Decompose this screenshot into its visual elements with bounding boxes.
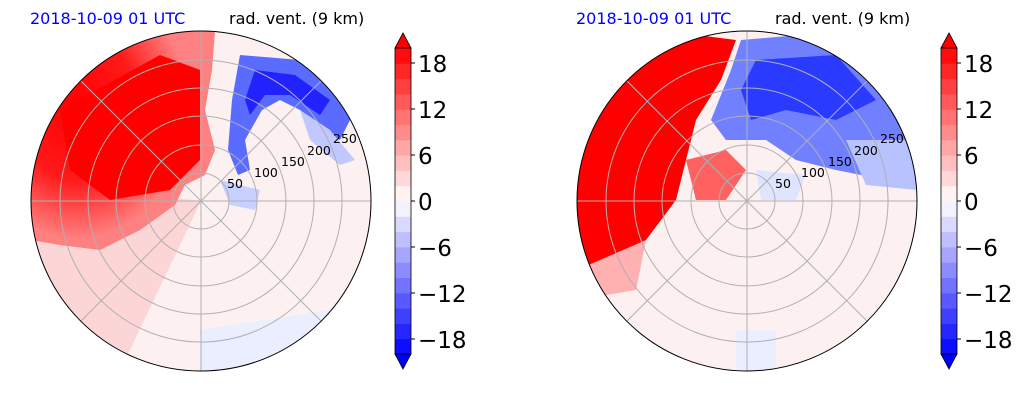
colorbar-level	[395, 139, 411, 156]
colorbar-level	[395, 262, 411, 278]
colorbar-level	[395, 170, 411, 187]
polar-grid	[577, 31, 917, 371]
colorbar-level	[941, 292, 957, 309]
chart-title-date: 2018-10-09 01 UTC	[30, 9, 186, 28]
colorbar-level	[941, 185, 957, 202]
chart-title-date: 2018-10-09 01 UTC	[576, 9, 732, 28]
radial-tick-label: 150	[828, 154, 852, 169]
colorbar-level	[395, 78, 411, 95]
colorbar-level	[395, 185, 411, 202]
polar-frame	[30, 30, 372, 372]
colorbar: 18 12 6 0 −6 −12 −18	[940, 32, 1013, 370]
colorbar-level	[941, 124, 957, 141]
colorbar-tick-label: 18	[964, 52, 993, 78]
colorbar-level	[941, 262, 957, 278]
colorbar-level	[395, 231, 411, 248]
colorbar-level	[941, 201, 957, 217]
colorbar-level	[941, 216, 957, 233]
chart-title-variable: rad. vent. (9 km)	[775, 9, 911, 28]
colorbar-level	[395, 109, 411, 125]
radial-tick-label: 100	[254, 165, 278, 180]
colorbar-tick-label: 12	[964, 98, 993, 124]
polar-grid	[31, 31, 371, 371]
colorbar-tick-label: 18	[418, 52, 447, 78]
colorbar-tick-label: −12	[418, 282, 467, 308]
colorbar-level	[395, 124, 411, 141]
colorbar-level	[941, 109, 957, 125]
colorbar-level	[941, 93, 957, 110]
colorbar-level	[395, 93, 411, 110]
colorbar-level	[941, 308, 957, 324]
colorbar-level	[395, 277, 411, 294]
colorbar-tick-label: −18	[418, 328, 467, 354]
colorbar-tick-label: −6	[964, 236, 998, 262]
colorbar-tick-label: −18	[964, 328, 1013, 354]
radial-tick-label: 250	[333, 131, 357, 146]
colorbar-tick-label: −12	[964, 282, 1013, 308]
colorbar-level	[941, 323, 957, 340]
chart-panel-left: 2018-10-09 01 UTC rad. vent. (9 km)	[30, 9, 467, 372]
radial-tick-label: 50	[775, 176, 791, 191]
colorbar-level	[941, 63, 957, 80]
colorbar-level	[395, 48, 411, 64]
colorbar-level	[395, 216, 411, 233]
colorbar-level	[395, 323, 411, 340]
colorbar-levels	[941, 48, 957, 355]
colorbar: 18 12 6 0 −6 −12 −18	[394, 32, 467, 370]
colorbar-level	[941, 78, 957, 95]
colorbar-level	[395, 63, 411, 80]
colorbar-level	[395, 338, 411, 355]
polar-plot-right: 50 100 150 200 250 18 12 6 0	[576, 30, 1013, 372]
colorbar-tick-label: 0	[418, 190, 433, 216]
colorbar-levels	[395, 48, 411, 355]
colorbar-level	[395, 201, 411, 217]
chart-title-variable: rad. vent. (9 km)	[229, 9, 365, 28]
colorbar-level	[395, 155, 411, 171]
chart-panel-right: 2018-10-09 01 UTC rad. vent. (9 km)	[546, 0, 1028, 401]
colorbar-tick-label: 12	[418, 98, 447, 124]
radial-tick-labels: 50 100 150 200 250	[775, 131, 904, 191]
colorbar-level	[941, 277, 957, 294]
colorbar-level	[395, 308, 411, 324]
radial-tick-label: 200	[307, 143, 331, 158]
radial-tick-labels: 50 100 150 200 250	[227, 131, 357, 191]
colorbar-level	[941, 139, 957, 156]
colorbar-level	[941, 170, 957, 187]
colorbar-level	[941, 338, 957, 355]
colorbar-level	[395, 292, 411, 309]
radial-tick-label: 50	[227, 176, 243, 191]
colorbar-level	[395, 246, 411, 263]
colorbar-tick-label: 6	[418, 144, 433, 170]
colorbar-level	[941, 155, 957, 171]
polar-frame	[576, 30, 918, 372]
radial-tick-label: 250	[880, 131, 904, 146]
colorbar-level	[941, 48, 957, 64]
radial-tick-label: 200	[854, 143, 878, 158]
colorbar-tick-label: −6	[418, 236, 452, 262]
radial-tick-label: 100	[801, 165, 825, 180]
radial-tick-label: 150	[281, 154, 305, 169]
colorbar-level	[941, 246, 957, 263]
colorbar-tick-label: 0	[964, 190, 979, 216]
colorbar-tick-label: 6	[964, 144, 979, 170]
colorbar-level	[941, 231, 957, 248]
polar-plot-left: 50 100 150 200 250 18 12 6	[30, 30, 467, 372]
